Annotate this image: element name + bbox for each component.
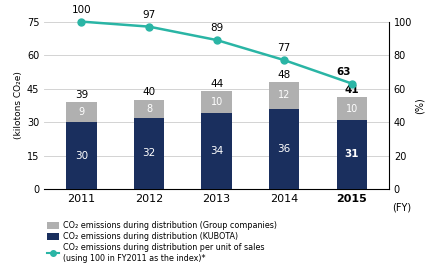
Text: 63: 63 bbox=[336, 67, 351, 77]
Text: 40: 40 bbox=[142, 87, 156, 97]
Bar bbox=[269, 109, 299, 189]
Bar bbox=[134, 100, 164, 117]
Bar bbox=[269, 82, 299, 109]
Text: 100: 100 bbox=[72, 5, 91, 15]
Text: 32: 32 bbox=[142, 148, 156, 158]
Text: 44: 44 bbox=[210, 79, 223, 89]
Y-axis label: (kilotons CO₂e): (kilotons CO₂e) bbox=[14, 71, 23, 139]
Text: 30: 30 bbox=[75, 150, 88, 161]
Text: 10: 10 bbox=[346, 104, 358, 114]
Text: 89: 89 bbox=[210, 23, 223, 33]
Text: 34: 34 bbox=[210, 146, 223, 156]
Text: (FY): (FY) bbox=[392, 202, 412, 212]
Bar bbox=[66, 122, 97, 189]
Text: 9: 9 bbox=[78, 107, 84, 117]
Text: 10: 10 bbox=[210, 97, 223, 107]
Y-axis label: (%): (%) bbox=[415, 97, 425, 114]
Bar bbox=[66, 102, 97, 122]
Bar bbox=[202, 91, 232, 113]
Text: 12: 12 bbox=[278, 90, 290, 100]
Text: 36: 36 bbox=[278, 144, 291, 154]
Text: 41: 41 bbox=[344, 85, 359, 95]
Bar bbox=[336, 97, 367, 120]
Text: 31: 31 bbox=[344, 149, 359, 159]
Legend: CO₂ emissions during distribution (Group companies), CO₂ emissions during distri: CO₂ emissions during distribution (Group… bbox=[44, 218, 280, 266]
Text: 77: 77 bbox=[278, 43, 291, 53]
Text: 8: 8 bbox=[146, 104, 152, 114]
Text: 48: 48 bbox=[278, 70, 291, 80]
Text: 97: 97 bbox=[142, 10, 156, 20]
Bar bbox=[202, 113, 232, 189]
Bar bbox=[134, 117, 164, 189]
Text: 39: 39 bbox=[75, 90, 88, 100]
Bar bbox=[336, 120, 367, 189]
